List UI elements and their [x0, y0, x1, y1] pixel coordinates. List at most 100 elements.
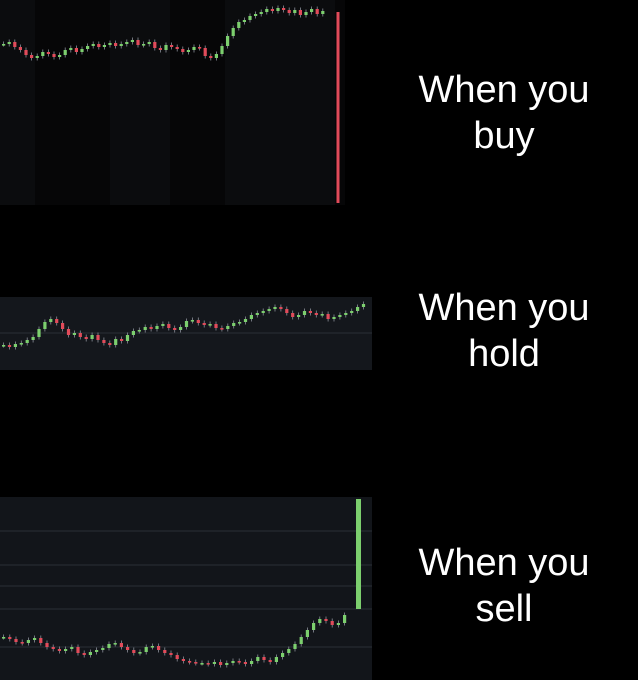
candle	[310, 9, 314, 12]
buy-chart-panel	[0, 0, 345, 205]
candle	[344, 313, 348, 315]
hold-caption-line1: When you	[418, 287, 590, 329]
candle	[200, 663, 204, 665]
candle	[356, 307, 360, 311]
candle	[101, 648, 105, 650]
candle	[281, 653, 285, 657]
candle	[8, 637, 12, 639]
candle	[181, 49, 185, 52]
candle	[332, 317, 336, 319]
sell-caption: When you sell	[384, 540, 624, 632]
candle	[143, 327, 147, 330]
candle	[305, 630, 309, 637]
candle	[274, 657, 278, 662]
candle	[19, 343, 23, 345]
candle	[302, 311, 307, 315]
candle	[167, 324, 171, 328]
candle	[188, 661, 192, 663]
candle	[132, 650, 136, 653]
hold-caption-line2: hold	[468, 333, 540, 375]
candle	[90, 335, 94, 339]
candle	[70, 647, 74, 649]
hold-candlestick-chart	[0, 301, 372, 350]
candle	[268, 660, 272, 662]
candle	[297, 315, 301, 317]
candle	[88, 652, 92, 655]
candle	[273, 307, 277, 309]
candle	[66, 329, 71, 335]
candle	[39, 638, 43, 643]
candle	[55, 319, 59, 323]
candle	[267, 309, 271, 311]
hold-caption: When you hold	[384, 285, 624, 377]
candle	[173, 328, 177, 330]
candle	[259, 12, 263, 14]
candle	[119, 643, 123, 647]
candle	[321, 11, 325, 14]
candle	[206, 663, 210, 665]
candle	[52, 54, 56, 57]
candle	[308, 311, 312, 313]
candle	[31, 337, 35, 340]
candle	[114, 339, 118, 345]
sell-candlestick-chart	[0, 499, 372, 668]
candle	[114, 43, 118, 46]
candle	[45, 643, 49, 647]
candle	[255, 313, 259, 315]
candle	[293, 644, 297, 649]
candle	[276, 8, 280, 11]
candle	[2, 44, 6, 46]
buy-caption-line2: buy	[473, 115, 535, 157]
candle	[147, 42, 151, 44]
candle	[282, 8, 286, 10]
candle	[232, 323, 236, 326]
candle	[175, 47, 179, 49]
candle	[61, 323, 65, 329]
candle	[7, 345, 12, 347]
candle	[2, 345, 6, 347]
candle	[318, 619, 322, 623]
candle	[72, 333, 76, 335]
candle	[126, 647, 130, 650]
candle	[237, 661, 241, 663]
candle	[26, 640, 30, 643]
candle	[163, 650, 167, 653]
candle	[326, 314, 330, 319]
candle	[330, 621, 334, 625]
candle	[161, 324, 165, 326]
candle	[86, 46, 90, 49]
candle	[24, 50, 28, 55]
candle	[130, 40, 134, 42]
sell-chart-panel	[0, 497, 372, 680]
candle	[18, 47, 22, 50]
candle	[169, 653, 173, 655]
candle	[361, 304, 366, 307]
candle	[209, 56, 213, 58]
candle	[13, 42, 17, 47]
candle	[262, 657, 266, 660]
candle	[237, 22, 241, 28]
candle	[192, 47, 196, 50]
candle	[108, 43, 112, 45]
candle	[336, 623, 340, 625]
candle	[249, 315, 253, 319]
candle	[144, 647, 148, 652]
candle	[287, 10, 291, 13]
candle	[63, 50, 67, 55]
candle	[119, 44, 123, 46]
candle	[46, 52, 50, 54]
candle	[2, 637, 6, 639]
candle	[149, 327, 153, 329]
candle	[14, 639, 18, 642]
candle	[43, 322, 47, 329]
candle	[350, 311, 354, 313]
candle	[25, 340, 29, 343]
candle	[315, 9, 319, 14]
candle	[287, 649, 291, 653]
spike-candle	[356, 499, 361, 609]
candle	[131, 331, 135, 335]
candle	[203, 48, 207, 56]
candle	[82, 653, 86, 655]
candle	[170, 45, 174, 47]
candle	[212, 662, 216, 664]
